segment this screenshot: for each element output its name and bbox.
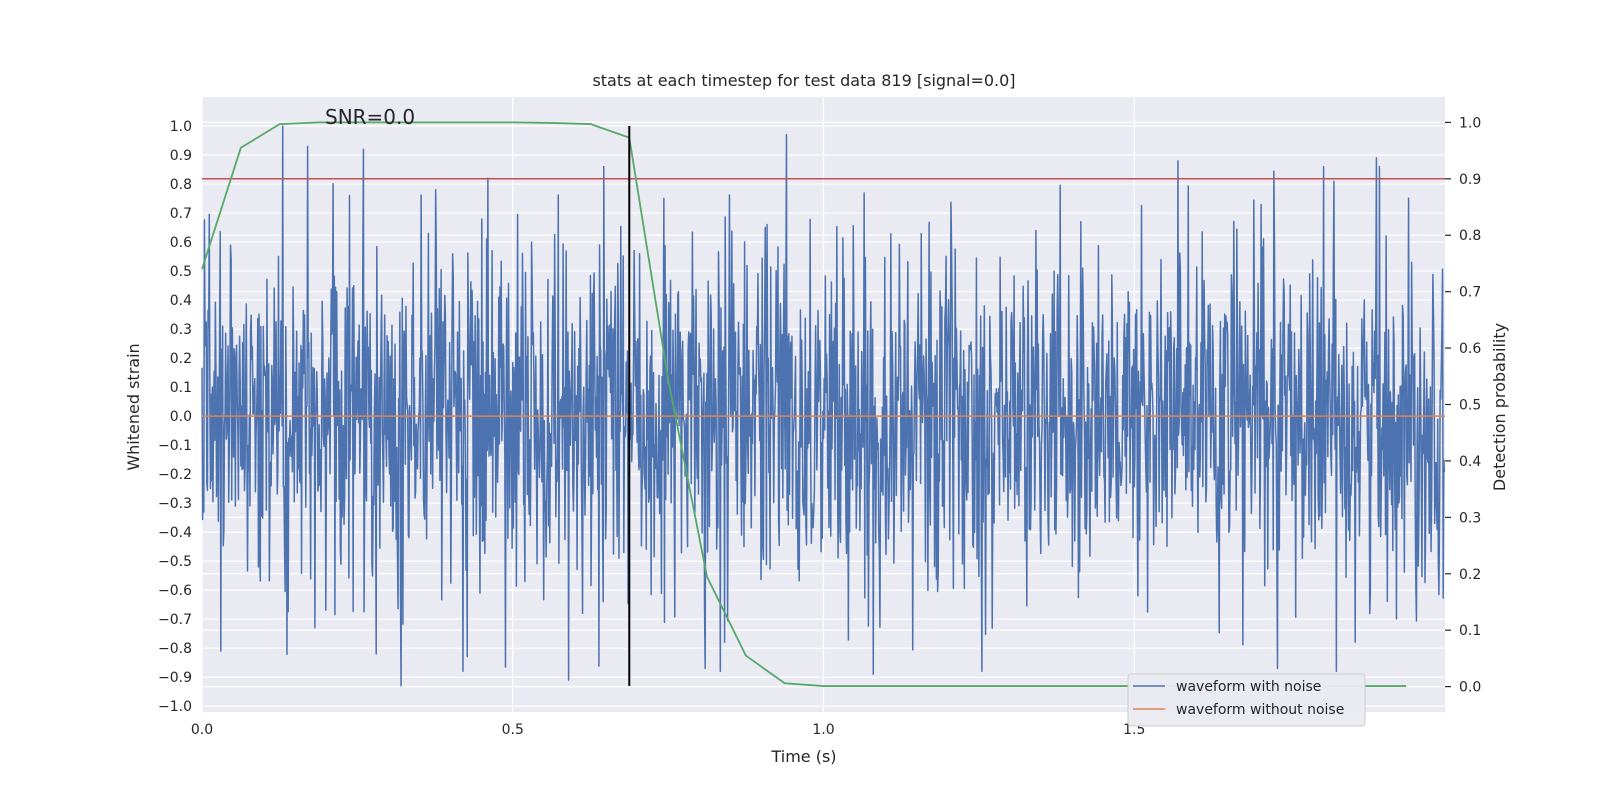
y-axis-ticks: −1.0 −0.9 −0.8 −0.7 −0.6 −0.5 −0.4 −0.3 −0.2 −0.1… <box>158 119 192 715</box>
y2-tick-label: 0.3 <box>1459 510 1481 526</box>
snr-annotation: SNR=0.0 <box>325 105 415 129</box>
y-tick-label: 0.3 <box>170 322 192 338</box>
x-axis-label: Time (s) <box>770 747 836 766</box>
y-tick-label: 0.1 <box>170 380 192 396</box>
y-tick-label: −0.1 <box>158 438 192 454</box>
legend-label-waveform-with-noise: waveform with noise <box>1176 679 1321 695</box>
y2-tick-label: 0.9 <box>1459 172 1481 188</box>
legend-label-waveform-without-noise: waveform without noise <box>1176 702 1344 718</box>
y2-axis-label: Detection probability <box>1490 323 1509 491</box>
y-tick-label: 0.9 <box>170 148 192 164</box>
x-tick-label: 0.0 <box>191 722 213 738</box>
y2-axis-ticks: 0.0 0.1 0.2 0.3 0.4 0.5 0.6 0.7 0.8 0.9 1.0 <box>1445 115 1481 696</box>
y-tick-label: 0.7 <box>170 206 192 222</box>
y-tick-label: −0.2 <box>158 467 192 483</box>
y-tick-label: 1.0 <box>170 119 192 135</box>
y2-tick-label: 0.0 <box>1459 680 1481 696</box>
y-tick-label: −0.8 <box>158 641 192 657</box>
y2-tick-label: 0.8 <box>1459 228 1481 244</box>
y-tick-label: −1.0 <box>158 699 192 715</box>
y-tick-label: 0.4 <box>170 293 192 309</box>
y2-tick-label: 0.4 <box>1459 454 1481 470</box>
y2-tick-label: 0.6 <box>1459 341 1481 357</box>
y2-tick-label: 1.0 <box>1459 115 1481 131</box>
y-tick-label: −0.4 <box>158 525 192 541</box>
y-tick-label: −0.9 <box>158 670 192 686</box>
y2-tick-label: 0.1 <box>1459 623 1481 639</box>
y-tick-label: −0.7 <box>158 612 192 628</box>
legend: waveform with noise waveform without noi… <box>1127 673 1366 727</box>
chart-title: stats at each timestep for test data 819… <box>592 71 1015 90</box>
y-axis-label: Whitened strain <box>124 343 143 470</box>
y2-tick-label: 0.2 <box>1459 567 1481 583</box>
x-tick-label: 1.0 <box>812 722 834 738</box>
y2-tick-label: 0.5 <box>1459 398 1481 414</box>
y-tick-label: 0.6 <box>170 235 192 251</box>
y-tick-label: 0.8 <box>170 177 192 193</box>
series-waveform-with-noise <box>201 125 1446 687</box>
y-tick-label: −0.3 <box>158 496 192 512</box>
y-tick-label: 0.2 <box>170 351 192 367</box>
y-tick-label: −0.5 <box>158 554 192 570</box>
y-tick-label: 0.0 <box>170 409 192 425</box>
y-tick-label: −0.6 <box>158 583 192 599</box>
x-tick-label: 0.5 <box>502 722 524 738</box>
y-tick-label: 0.5 <box>170 264 192 280</box>
y2-tick-label: 0.7 <box>1459 285 1481 301</box>
series-line-waveform-with-noise <box>201 125 1446 687</box>
legend-box <box>1127 673 1366 727</box>
